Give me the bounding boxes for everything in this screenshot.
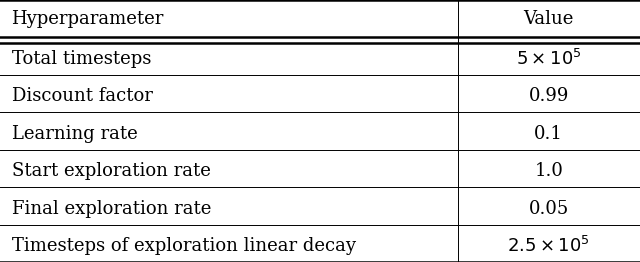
Text: Total timesteps: Total timesteps [12,50,151,68]
Text: 1.0: 1.0 [534,162,563,180]
Text: Start exploration rate: Start exploration rate [12,162,211,180]
Text: 0.05: 0.05 [529,200,569,218]
Text: 0.99: 0.99 [529,88,569,105]
Text: 0.1: 0.1 [534,125,563,143]
Text: Value: Value [524,10,574,28]
Text: $2.5 \times 10^5$: $2.5 \times 10^5$ [508,236,590,256]
Text: Learning rate: Learning rate [12,125,137,143]
Text: $5 \times 10^5$: $5 \times 10^5$ [516,49,582,69]
Text: Timesteps of exploration linear decay: Timesteps of exploration linear decay [12,237,356,255]
Text: Final exploration rate: Final exploration rate [12,200,211,218]
Text: Discount factor: Discount factor [12,88,152,105]
Text: Hyperparameter: Hyperparameter [12,10,164,28]
